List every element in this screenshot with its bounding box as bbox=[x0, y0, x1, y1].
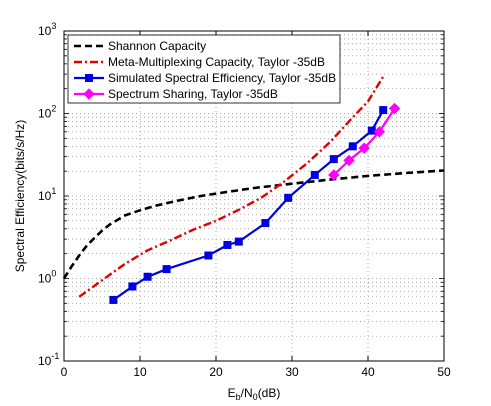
data-point bbox=[310, 170, 319, 179]
data-point bbox=[128, 282, 137, 291]
y-tick-exponent: -1 bbox=[51, 351, 59, 361]
series-layer bbox=[62, 75, 445, 304]
data-point bbox=[162, 265, 171, 274]
x-axis-label: Eb/N0(dB) bbox=[228, 386, 281, 402]
x-tick-label: 50 bbox=[437, 365, 451, 379]
x-tick-label: 20 bbox=[209, 365, 223, 379]
series-line bbox=[333, 107, 396, 176]
y-tick-label: 101 bbox=[38, 186, 56, 203]
x-tick-label: 10 bbox=[133, 365, 147, 379]
series-line bbox=[78, 75, 385, 298]
y-tick-base: 10 bbox=[38, 272, 52, 286]
y-tick-base: 10 bbox=[38, 189, 52, 203]
data-point bbox=[234, 237, 243, 246]
y-tick-exponent: 2 bbox=[51, 104, 56, 114]
data-point bbox=[388, 102, 401, 115]
x-tick-label: 40 bbox=[361, 365, 375, 379]
data-point bbox=[204, 251, 213, 260]
y-tick-label: 10-1 bbox=[38, 351, 59, 368]
legend-marker bbox=[85, 74, 93, 82]
legend-marker bbox=[83, 88, 95, 100]
y-tick-exponent: 0 bbox=[51, 269, 56, 279]
x-axis-label-mid: /N bbox=[241, 386, 253, 400]
legend: Shannon Capacity Meta-Multiplexing Capaci… bbox=[67, 34, 341, 104]
y-tick-exponent: 3 bbox=[51, 21, 56, 31]
data-point bbox=[348, 142, 357, 151]
data-point bbox=[329, 155, 338, 164]
series-2 bbox=[78, 75, 385, 298]
series-4 bbox=[328, 102, 401, 181]
legend-label: Simulated Spectral Efficiency, Taylor -3… bbox=[108, 71, 336, 85]
x-tick-label: 0 bbox=[61, 365, 68, 379]
data-point bbox=[343, 154, 355, 167]
series-line bbox=[62, 169, 445, 280]
series-3 bbox=[109, 106, 388, 304]
grid-lines bbox=[64, 31, 444, 361]
y-tick-label: 100 bbox=[38, 269, 56, 286]
y-tick-base: 10 bbox=[38, 354, 52, 368]
y-tick-label: 102 bbox=[38, 104, 56, 121]
legend-entry: Spectrum Sharing, Taylor -35dB bbox=[74, 87, 278, 101]
y-tick-base: 10 bbox=[38, 107, 52, 121]
data-point bbox=[358, 142, 370, 154]
data-point bbox=[109, 295, 118, 304]
x-axis-label-main: E bbox=[228, 386, 236, 400]
x-axis-label-tail: (dB) bbox=[258, 386, 281, 400]
y-tick-base: 10 bbox=[38, 24, 52, 38]
x-axis-label-sub1: b bbox=[236, 392, 241, 402]
data-point bbox=[379, 106, 388, 115]
legend-label: Spectrum Sharing, Taylor -35dB bbox=[108, 87, 278, 101]
legend-entry: Meta-Multiplexing Capacity, Taylor -35dB bbox=[74, 55, 325, 69]
legend-label: Meta-Multiplexing Capacity, Taylor -35dB bbox=[108, 55, 325, 69]
series-1 bbox=[62, 169, 445, 280]
legend-entry: Shannon Capacity bbox=[74, 39, 206, 53]
data-point bbox=[328, 169, 340, 181]
y-tick-exponent: 1 bbox=[51, 186, 56, 196]
svg-text:Eb/N0(dB): Eb/N0(dB) bbox=[228, 386, 281, 402]
data-point bbox=[261, 219, 270, 228]
x-tick-label: 30 bbox=[285, 365, 299, 379]
y-axis-label: Spectral Efficiency(bits/s/Hz) bbox=[13, 120, 27, 273]
legend-box bbox=[67, 34, 341, 104]
legend-label: Shannon Capacity bbox=[108, 39, 206, 53]
data-point bbox=[284, 193, 293, 202]
data-point bbox=[143, 272, 152, 281]
data-point bbox=[223, 240, 232, 249]
x-axis-label-sub2: 0 bbox=[253, 392, 258, 402]
legend-entry: Simulated Spectral Efficiency, Taylor -3… bbox=[74, 71, 336, 85]
data-point bbox=[367, 126, 376, 135]
data-point bbox=[373, 126, 386, 138]
y-tick-label: 103 bbox=[38, 21, 56, 38]
